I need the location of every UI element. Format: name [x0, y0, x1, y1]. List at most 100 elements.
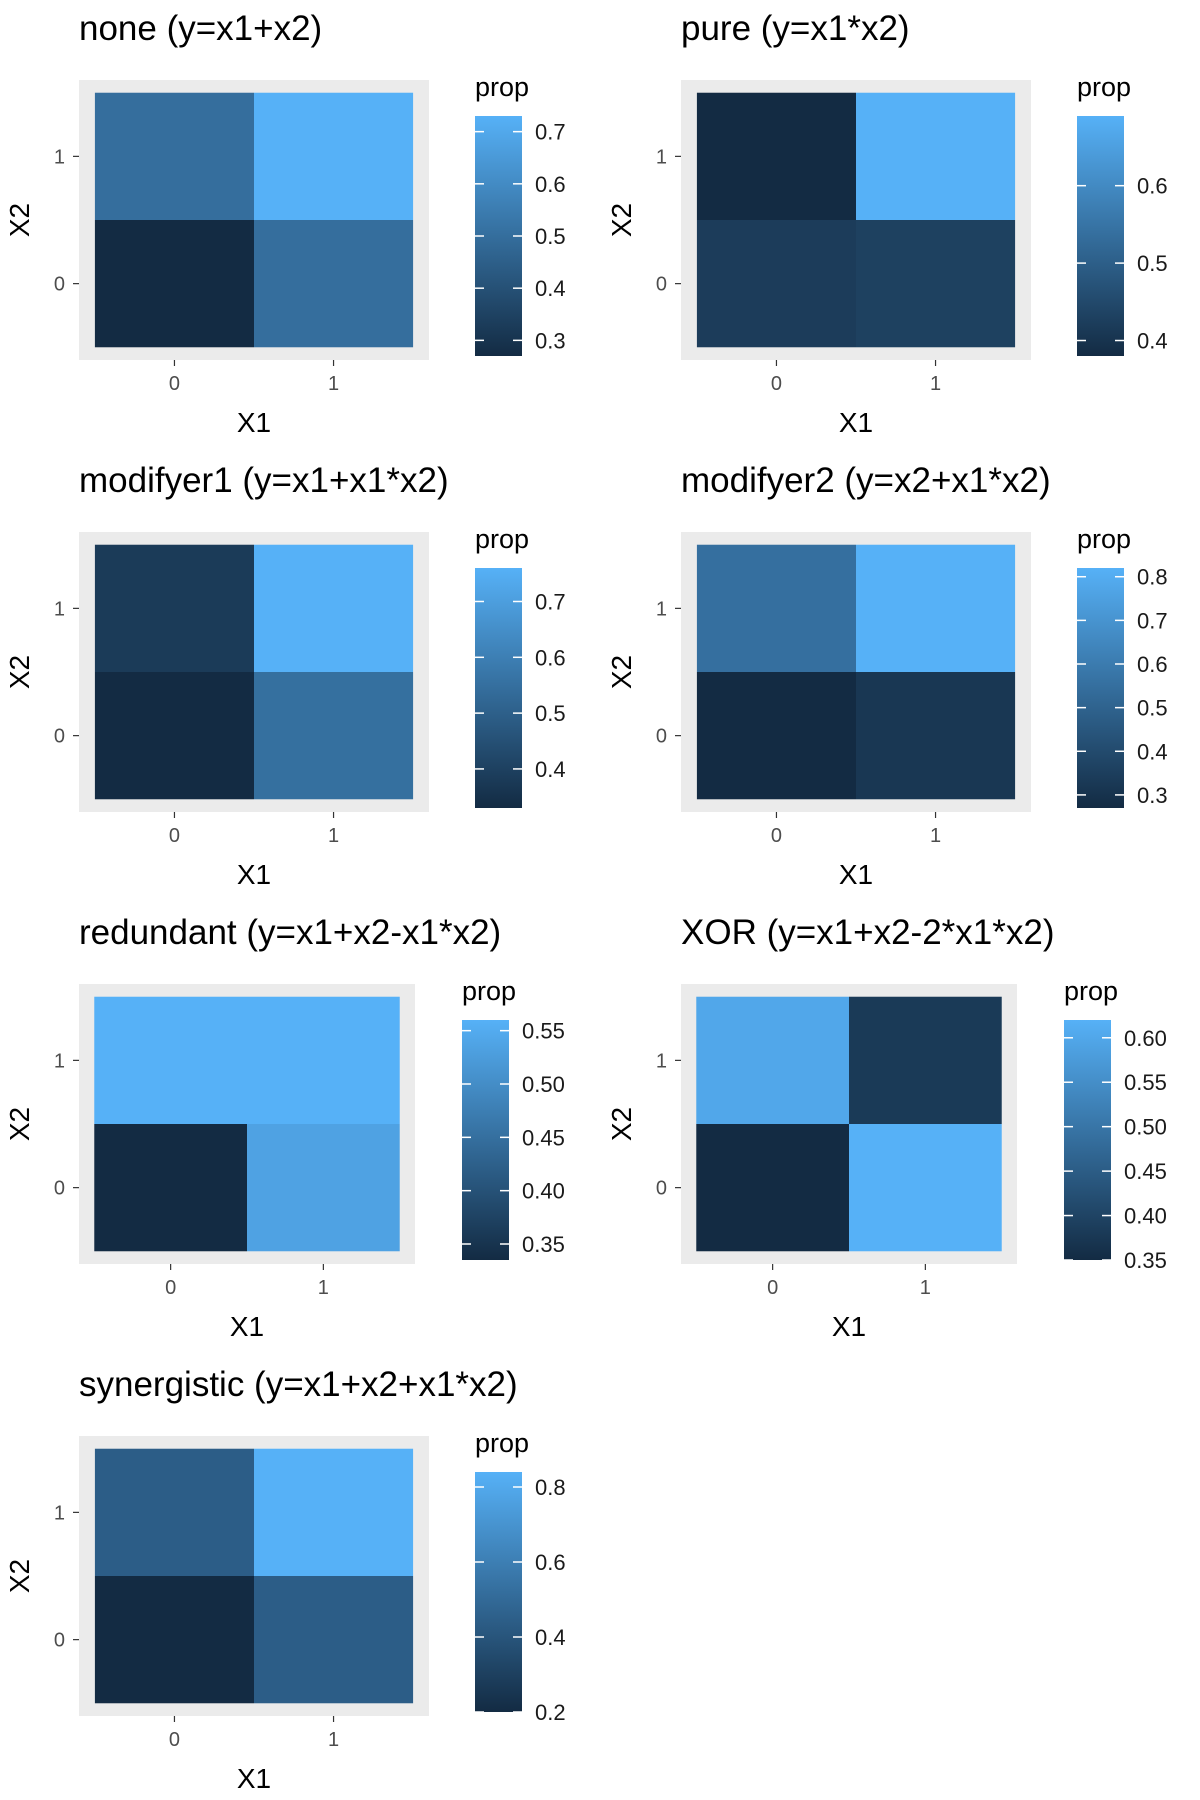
x-axis-title: X1 — [839, 859, 873, 890]
heatmap-cell — [856, 672, 1016, 800]
legend-title: prop — [462, 976, 516, 1006]
y-tick-label: 0 — [54, 1178, 65, 1200]
legend-title: prop — [1077, 72, 1131, 102]
x-axis-title: X1 — [237, 407, 271, 438]
heatmap-cell — [247, 996, 400, 1124]
legend-tick-label: 0.60 — [1124, 1026, 1167, 1051]
x-tick-label: 0 — [169, 825, 180, 847]
y-tick-label: 0 — [54, 726, 65, 748]
legend-tick-label: 0.5 — [1137, 696, 1168, 721]
heatmap-cell — [696, 544, 856, 672]
y-tick-label: 1 — [656, 146, 667, 168]
legend-tick-label: 0.45 — [1124, 1159, 1167, 1184]
legend-tick-label: 0.3 — [535, 328, 566, 353]
x-tick-label: 0 — [771, 825, 782, 847]
x-tick-label: 1 — [328, 825, 339, 847]
heatmap-cell — [696, 220, 856, 348]
heatmap-cell — [856, 92, 1016, 220]
x-tick-label: 0 — [767, 1277, 778, 1299]
heatmap-cell — [856, 220, 1016, 348]
heatmap-panel: pure (y=x1*x2) 0 1 0 1 X1 X2 prop 0.4 0.5 0.6 — [606, 9, 1168, 438]
y-tick-label: 0 — [656, 726, 667, 748]
x-tick-label: 0 — [169, 1729, 180, 1751]
x-tick-label: 0 — [771, 373, 782, 395]
y-tick-label: 1 — [54, 1502, 65, 1524]
heatmap-cell — [849, 1124, 1002, 1252]
legend-tick-label: 0.4 — [535, 757, 566, 782]
heatmap-cell — [254, 1448, 414, 1576]
legend-title: prop — [475, 72, 529, 102]
color-legend: prop 0.35 0.40 0.45 0.50 0.55 — [462, 976, 565, 1260]
y-tick-label: 1 — [54, 146, 65, 168]
legend-tick-label: 0.4 — [1137, 329, 1168, 354]
legend-tick-label: 0.2 — [535, 1700, 566, 1725]
heatmap-cell — [254, 544, 414, 672]
heatmap-panel: redundant (y=x1+x2-x1*x2) 0 1 0 1 X1 X2 prop 0.3… — [4, 913, 565, 1342]
x-axis-title: X1 — [832, 1311, 866, 1342]
heatmap-cell — [696, 1124, 849, 1252]
y-tick-label: 0 — [656, 1178, 667, 1200]
legend-tick-label: 0.3 — [1137, 783, 1168, 808]
y-tick-label: 1 — [54, 1050, 65, 1072]
y-axis-title: X2 — [4, 1559, 35, 1593]
legend-tick-label: 0.5 — [535, 701, 566, 726]
legend-tick-label: 0.8 — [1137, 565, 1168, 590]
legend-tick-label: 0.55 — [1124, 1070, 1167, 1095]
heatmap-panel: modifyer1 (y=x1+x1*x2) 0 1 0 1 X1 X2 prop 0.4 0.5… — [4, 461, 566, 890]
heatmap-cell — [254, 92, 414, 220]
heatmap-cell — [849, 996, 1002, 1124]
y-tick-label: 0 — [54, 1630, 65, 1652]
y-tick-label: 1 — [54, 598, 65, 620]
y-axis-title: X2 — [606, 203, 637, 237]
heatmap-cell — [94, 1124, 247, 1252]
legend-title: prop — [1077, 524, 1131, 554]
panel-title: modifyer1 (y=x1+x1*x2) — [79, 461, 449, 500]
x-tick-label: 1 — [920, 1277, 931, 1299]
legend-tick-label: 0.6 — [535, 172, 566, 197]
legend-tick-label: 0.45 — [522, 1125, 565, 1150]
legend-tick-label: 0.7 — [535, 120, 566, 145]
y-tick-label: 1 — [656, 598, 667, 620]
panel-title: pure (y=x1*x2) — [681, 9, 910, 48]
legend-tick-label: 0.50 — [1124, 1115, 1167, 1140]
x-tick-label: 1 — [318, 1277, 329, 1299]
heatmap-panel: modifyer2 (y=x2+x1*x2) 0 1 0 1 X1 X2 prop 0.3 0.4… — [606, 461, 1168, 890]
legend-colorbar — [1077, 568, 1124, 808]
legend-tick-label: 0.6 — [1137, 652, 1168, 677]
heatmap-cell — [696, 996, 849, 1124]
heatmap-cell — [94, 1576, 254, 1704]
heatmap-cell — [254, 1576, 414, 1704]
legend-tick-label: 0.8 — [535, 1475, 566, 1500]
legend-tick-label: 0.50 — [522, 1072, 565, 1097]
legend-tick-label: 0.7 — [1137, 608, 1168, 633]
legend-tick-label: 0.40 — [1124, 1204, 1167, 1229]
panel-title: modifyer2 (y=x2+x1*x2) — [681, 461, 1051, 500]
x-tick-label: 0 — [165, 1277, 176, 1299]
x-tick-label: 1 — [930, 825, 941, 847]
heatmap-cell — [94, 1448, 254, 1576]
color-legend: prop 0.2 0.4 0.6 0.8 — [475, 1428, 566, 1725]
legend-tick-label: 0.7 — [535, 589, 566, 614]
color-legend: prop 0.4 0.5 0.6 0.7 — [475, 524, 566, 808]
legend-tick-label: 0.4 — [1137, 739, 1168, 764]
panel-title: none (y=x1+x2) — [79, 9, 322, 48]
color-legend: prop 0.3 0.4 0.5 0.6 0.7 — [475, 72, 566, 356]
legend-colorbar — [475, 1472, 522, 1712]
legend-colorbar — [1077, 116, 1124, 356]
color-legend: prop 0.4 0.5 0.6 — [1077, 72, 1168, 356]
heatmap-cell — [856, 544, 1016, 672]
heatmap-cell — [247, 1124, 400, 1252]
legend-colorbar — [475, 568, 522, 808]
legend-colorbar — [462, 1020, 509, 1260]
x-axis-title: X1 — [230, 1311, 264, 1342]
heatmap-cell — [94, 544, 254, 672]
legend-title: prop — [1064, 976, 1118, 1006]
heatmap-cell — [696, 92, 856, 220]
heatmap-cell — [696, 672, 856, 800]
heatmap-cell — [94, 92, 254, 220]
y-tick-label: 1 — [656, 1050, 667, 1072]
heatmap-panel: none (y=x1+x2) 0 1 0 1 X1 X2 prop 0.3 0.4 0.5 0.6 0.… — [4, 9, 566, 438]
legend-tick-label: 0.5 — [1137, 251, 1168, 276]
y-tick-label: 0 — [54, 274, 65, 296]
